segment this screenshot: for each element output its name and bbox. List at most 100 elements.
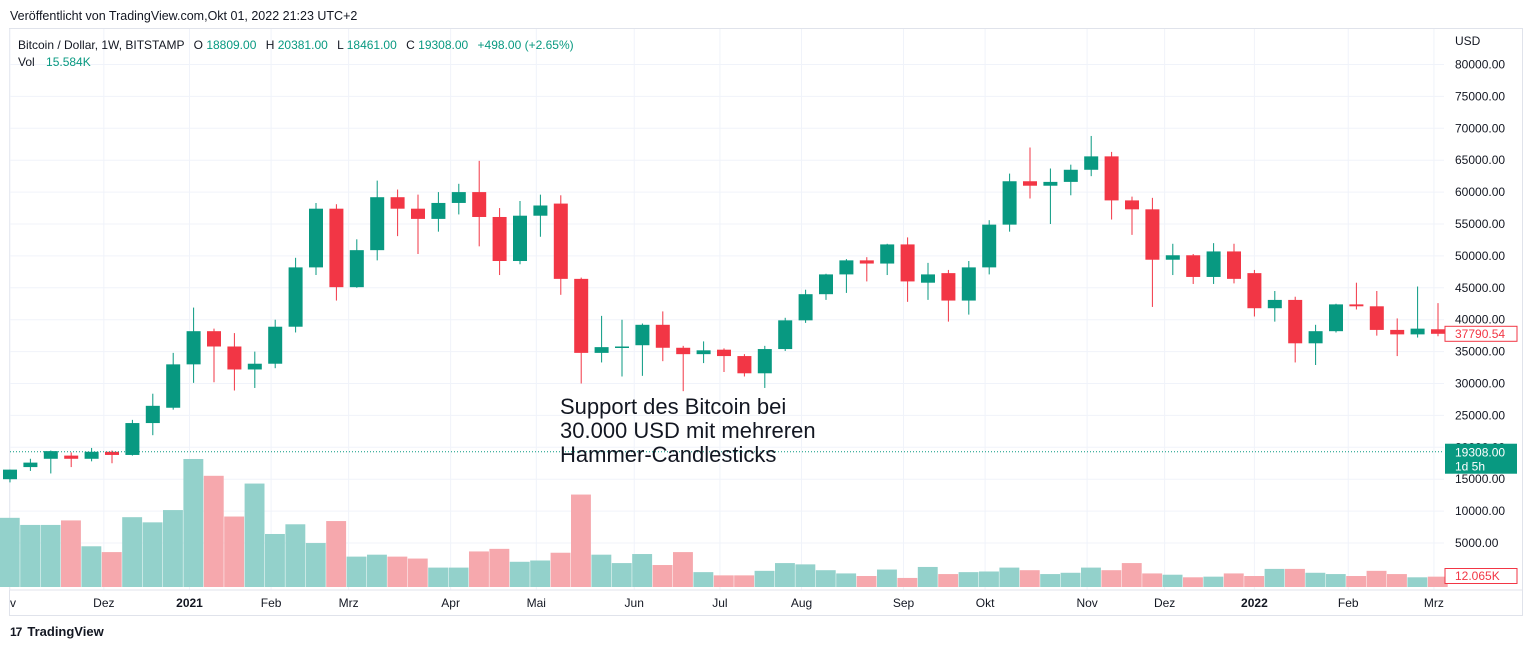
volume-bar — [1142, 573, 1163, 587]
candle-body — [533, 205, 548, 216]
candle-body — [798, 294, 813, 321]
candle-body — [207, 331, 221, 347]
volume-bar — [346, 556, 367, 587]
candle-body — [1186, 255, 1201, 277]
volume-bar — [1060, 572, 1081, 587]
candle-body — [492, 216, 507, 262]
legend-vol-value: 15.584K — [46, 55, 91, 69]
volume-bar — [407, 558, 428, 587]
volume-bar — [1305, 572, 1326, 587]
volume-bar — [1285, 568, 1305, 587]
candle-body — [349, 250, 364, 288]
candle-body — [941, 273, 956, 301]
volume-bar — [856, 576, 877, 587]
volume-bar — [448, 567, 469, 587]
candle-body — [186, 331, 201, 365]
price-tick-label: 30000.00 — [1455, 377, 1505, 391]
candle-body — [513, 215, 527, 262]
volume-bar — [122, 517, 143, 587]
volume-bar — [713, 575, 734, 587]
volume-bar — [203, 475, 224, 587]
legend-o-label: O — [194, 38, 203, 52]
time-tick-label: Dez — [93, 596, 114, 610]
candle-body — [921, 274, 935, 283]
volume-bar — [917, 566, 938, 587]
time-tick-label: Mai — [527, 596, 546, 610]
annotation-line-3: Hammer-Candlesticks — [560, 442, 776, 467]
candle-body — [390, 197, 405, 209]
candle-body — [84, 451, 99, 459]
volume-bar — [1081, 567, 1101, 587]
candle-body — [553, 203, 568, 279]
candle-body — [1369, 306, 1384, 330]
candle-body — [1247, 273, 1262, 309]
volume-bar — [1427, 576, 1448, 587]
candle-body — [880, 244, 895, 264]
price-tick-label: 55000.00 — [1455, 217, 1505, 231]
candle-body — [839, 260, 854, 275]
time-tick-label: Nov — [1076, 596, 1097, 610]
candle-body — [615, 346, 629, 348]
volume-bar — [244, 483, 265, 587]
time-tick-label: Mrz — [1424, 596, 1444, 610]
candle-body — [1267, 299, 1282, 309]
candle-body — [859, 260, 874, 264]
price-tick-label: 35000.00 — [1455, 345, 1505, 359]
volume-bar — [1325, 574, 1346, 587]
time-tick-label: 2022 — [1241, 596, 1268, 610]
time-tick-label: Mrz — [339, 596, 359, 610]
candle-body — [635, 324, 650, 346]
candle-body — [3, 469, 17, 480]
volume-bar — [1101, 570, 1122, 587]
countdown-label: 1d 5h — [1455, 460, 1485, 474]
candle-body — [717, 349, 731, 357]
candle-body — [1288, 299, 1303, 344]
candle-body — [574, 278, 589, 353]
volume-bar — [81, 546, 102, 587]
volume-bar — [1346, 576, 1367, 587]
price-tick-label: 50000.00 — [1455, 249, 1505, 263]
legend: Bitcoin / Dollar, 1W, BITSTAMP O 18809.0… — [18, 38, 574, 69]
volume-bar — [183, 458, 204, 587]
candle-body — [145, 405, 160, 424]
published-header: Veröffentlicht von TradingView.com,Okt 0… — [10, 9, 358, 23]
volume-bar — [163, 510, 183, 587]
candle-body — [778, 320, 793, 350]
time-axis: v Dez 2021 Feb Mrz Apr Mai Jun Jul Aug Sep Okt Nov De… — [10, 596, 1444, 610]
legend-c-value: 19308.00 — [418, 38, 468, 52]
price-tick-label: 25000.00 — [1455, 408, 1505, 422]
time-tick-label: Jul — [712, 596, 727, 610]
volume-bars — [0, 458, 1448, 587]
volume-bar — [1366, 570, 1387, 587]
candle-body — [655, 324, 670, 348]
volume-bar — [958, 572, 979, 587]
volume-bar — [734, 575, 755, 587]
candle-body — [1390, 329, 1405, 335]
volume-bar — [40, 524, 61, 587]
volume-bar — [1244, 576, 1265, 587]
volume-bar — [979, 571, 999, 587]
candles — [3, 135, 1445, 483]
price-tick-label: 10000.00 — [1455, 504, 1505, 518]
time-tick-label: Aug — [791, 596, 812, 610]
volume-bar — [571, 494, 591, 587]
volume-bar — [285, 524, 306, 587]
time-tick-label: Feb — [261, 596, 282, 610]
volume-bar — [591, 554, 612, 587]
volume-bar — [1203, 576, 1224, 587]
last-price-tag — [1444, 325, 1518, 342]
volume-bar — [652, 565, 673, 587]
svg-text:Bitcoin / Dollar, 1W, BITSTAMP: Bitcoin / Dollar, 1W, BITSTAMP O 18809.0… — [18, 38, 574, 52]
price-axis: USD 80000.00 75000.00 70000.00 65000.00 60000… — [1444, 34, 1518, 584]
tradingview-logo[interactable]: 17 TradingView — [10, 624, 104, 639]
candle-body — [309, 208, 323, 268]
volume-bar — [326, 521, 347, 587]
candle-body — [1349, 304, 1364, 307]
volume-bar — [1407, 577, 1428, 587]
candle-body — [1410, 328, 1425, 335]
time-tick-label: v — [10, 596, 16, 610]
volume-bar — [1040, 574, 1061, 587]
legend-symbol: Bitcoin / Dollar, 1W, BITSTAMP — [18, 38, 184, 52]
candle-body — [166, 364, 181, 408]
